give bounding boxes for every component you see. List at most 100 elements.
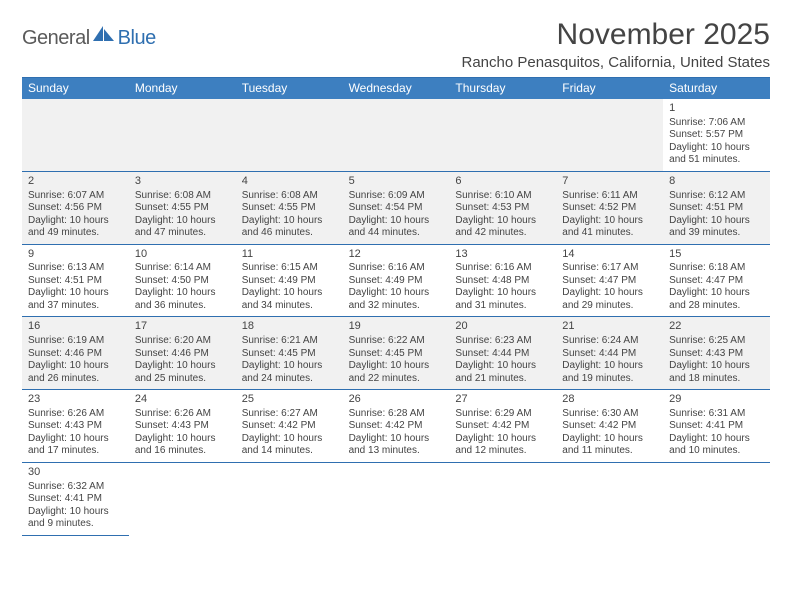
day-number: 28	[562, 393, 657, 407]
cell-sunset: Sunset: 4:42 PM	[455, 420, 550, 433]
cell-daylight1: Daylight: 10 hours	[562, 360, 657, 373]
location-text: Rancho Penasquitos, California, United S…	[461, 54, 770, 71]
cell-sunset: Sunset: 4:45 PM	[242, 348, 337, 361]
cell-sunrise: Sunrise: 6:26 AM	[135, 408, 230, 421]
cell-sunset: Sunset: 4:46 PM	[28, 348, 123, 361]
calendar-page: General Blue November 2025 Rancho Penasq…	[0, 0, 792, 536]
day-number: 24	[135, 393, 230, 407]
calendar-cell: 17Sunrise: 6:20 AMSunset: 4:46 PMDayligh…	[129, 317, 236, 389]
cell-sunrise: Sunrise: 6:14 AM	[135, 262, 230, 275]
cell-daylight2: and 37 minutes.	[28, 300, 123, 313]
day-number: 12	[349, 248, 444, 262]
week-row: 2Sunrise: 6:07 AMSunset: 4:56 PMDaylight…	[22, 172, 770, 245]
cell-sunset: Sunset: 4:42 PM	[562, 420, 657, 433]
calendar-cell: 8Sunrise: 6:12 AMSunset: 4:51 PMDaylight…	[663, 172, 770, 244]
day-number: 22	[669, 320, 764, 334]
calendar-cell: 21Sunrise: 6:24 AMSunset: 4:44 PMDayligh…	[556, 317, 663, 389]
cell-daylight1: Daylight: 10 hours	[349, 360, 444, 373]
day-number: 18	[242, 320, 337, 334]
cell-sunset: Sunset: 4:51 PM	[28, 275, 123, 288]
day-header: Monday	[129, 78, 236, 99]
day-number: 30	[28, 466, 123, 480]
title-block: November 2025 Rancho Penasquitos, Califo…	[461, 18, 770, 71]
day-number: 23	[28, 393, 123, 407]
cell-daylight2: and 34 minutes.	[242, 300, 337, 313]
day-number: 17	[135, 320, 230, 334]
cell-daylight2: and 19 minutes.	[562, 373, 657, 386]
day-header: Thursday	[449, 78, 556, 99]
cell-daylight1: Daylight: 10 hours	[242, 287, 337, 300]
cell-sunrise: Sunrise: 6:28 AM	[349, 408, 444, 421]
calendar-grid: SundayMondayTuesdayWednesdayThursdayFrid…	[22, 77, 770, 536]
calendar-cell-empty	[449, 99, 556, 171]
cell-sunset: Sunset: 4:55 PM	[135, 202, 230, 215]
calendar-cell: 7Sunrise: 6:11 AMSunset: 4:52 PMDaylight…	[556, 172, 663, 244]
day-number: 13	[455, 248, 550, 262]
day-header-row: SundayMondayTuesdayWednesdayThursdayFrid…	[22, 78, 770, 99]
calendar-cell-empty	[556, 99, 663, 171]
cell-daylight1: Daylight: 10 hours	[242, 360, 337, 373]
cell-sunrise: Sunrise: 6:26 AM	[28, 408, 123, 421]
cell-sunrise: Sunrise: 6:08 AM	[242, 190, 337, 203]
cell-sunset: Sunset: 4:49 PM	[349, 275, 444, 288]
calendar-cell: 22Sunrise: 6:25 AMSunset: 4:43 PMDayligh…	[663, 317, 770, 389]
cell-daylight2: and 44 minutes.	[349, 227, 444, 240]
day-number: 11	[242, 248, 337, 262]
cell-sunrise: Sunrise: 6:18 AM	[669, 262, 764, 275]
day-number: 2	[28, 175, 123, 189]
cell-sunrise: Sunrise: 6:11 AM	[562, 190, 657, 203]
cell-daylight1: Daylight: 10 hours	[242, 433, 337, 446]
cell-daylight1: Daylight: 10 hours	[669, 360, 764, 373]
calendar-cell: 9Sunrise: 6:13 AMSunset: 4:51 PMDaylight…	[22, 245, 129, 317]
calendar-cell: 16Sunrise: 6:19 AMSunset: 4:46 PMDayligh…	[22, 317, 129, 389]
day-number: 14	[562, 248, 657, 262]
calendar-cell-empty	[236, 99, 343, 171]
cell-sunset: Sunset: 4:42 PM	[349, 420, 444, 433]
calendar-cell-empty	[449, 463, 556, 536]
cell-daylight1: Daylight: 10 hours	[455, 433, 550, 446]
calendar-cell: 15Sunrise: 6:18 AMSunset: 4:47 PMDayligh…	[663, 245, 770, 317]
calendar-cell: 4Sunrise: 6:08 AMSunset: 4:55 PMDaylight…	[236, 172, 343, 244]
cell-daylight2: and 17 minutes.	[28, 445, 123, 458]
cell-sunrise: Sunrise: 7:06 AM	[669, 117, 764, 130]
cell-daylight1: Daylight: 10 hours	[669, 142, 764, 155]
cell-daylight1: Daylight: 10 hours	[135, 360, 230, 373]
cell-sunset: Sunset: 5:57 PM	[669, 129, 764, 142]
cell-sunrise: Sunrise: 6:08 AM	[135, 190, 230, 203]
calendar-cell: 2Sunrise: 6:07 AMSunset: 4:56 PMDaylight…	[22, 172, 129, 244]
week-row: 30Sunrise: 6:32 AMSunset: 4:41 PMDayligh…	[22, 463, 770, 536]
cell-sunset: Sunset: 4:45 PM	[349, 348, 444, 361]
cell-sunrise: Sunrise: 6:32 AM	[28, 481, 123, 494]
calendar-cell: 27Sunrise: 6:29 AMSunset: 4:42 PMDayligh…	[449, 390, 556, 462]
cell-daylight1: Daylight: 10 hours	[562, 287, 657, 300]
cell-daylight2: and 31 minutes.	[455, 300, 550, 313]
cell-sunrise: Sunrise: 6:16 AM	[349, 262, 444, 275]
day-number: 15	[669, 248, 764, 262]
cell-daylight2: and 21 minutes.	[455, 373, 550, 386]
cell-daylight1: Daylight: 10 hours	[455, 287, 550, 300]
cell-daylight1: Daylight: 10 hours	[135, 287, 230, 300]
cell-sunrise: Sunrise: 6:17 AM	[562, 262, 657, 275]
cell-daylight1: Daylight: 10 hours	[669, 215, 764, 228]
cell-daylight2: and 36 minutes.	[135, 300, 230, 313]
day-number: 19	[349, 320, 444, 334]
day-number: 16	[28, 320, 123, 334]
calendar-cell-empty	[663, 463, 770, 536]
cell-daylight2: and 29 minutes.	[562, 300, 657, 313]
day-header: Wednesday	[343, 78, 450, 99]
calendar-cell: 26Sunrise: 6:28 AMSunset: 4:42 PMDayligh…	[343, 390, 450, 462]
calendar-cell-empty	[343, 463, 450, 536]
cell-daylight2: and 25 minutes.	[135, 373, 230, 386]
cell-sunset: Sunset: 4:43 PM	[669, 348, 764, 361]
calendar-cell: 5Sunrise: 6:09 AMSunset: 4:54 PMDaylight…	[343, 172, 450, 244]
cell-sunset: Sunset: 4:56 PM	[28, 202, 123, 215]
cell-sunrise: Sunrise: 6:21 AM	[242, 335, 337, 348]
day-number: 10	[135, 248, 230, 262]
cell-daylight2: and 11 minutes.	[562, 445, 657, 458]
calendar-cell: 14Sunrise: 6:17 AMSunset: 4:47 PMDayligh…	[556, 245, 663, 317]
logo-text-general: General	[22, 27, 90, 50]
cell-daylight1: Daylight: 10 hours	[28, 287, 123, 300]
cell-daylight2: and 28 minutes.	[669, 300, 764, 313]
cell-sunset: Sunset: 4:54 PM	[349, 202, 444, 215]
cell-daylight2: and 46 minutes.	[242, 227, 337, 240]
